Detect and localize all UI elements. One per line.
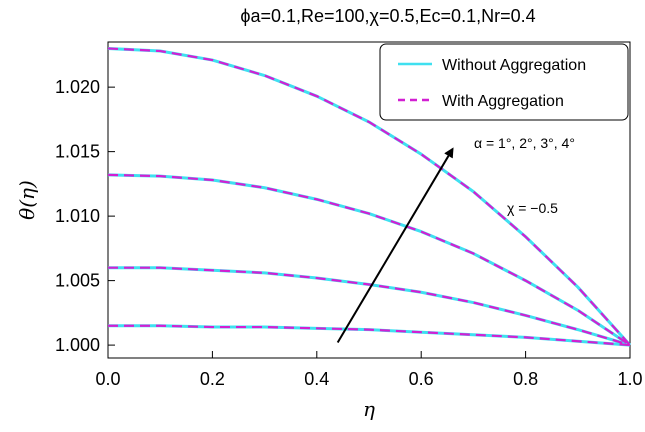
x-tick-label: 0.8 (513, 369, 538, 389)
legend: Without Aggregation With Aggregation (379, 43, 629, 121)
legend-label-without: Without Aggregation (442, 57, 586, 74)
data-curves (107, 46, 632, 347)
y-tick-label: 1.010 (55, 206, 100, 226)
x-tick-label: 0.4 (304, 369, 329, 389)
alpha-increase-arrow (336, 147, 454, 344)
series-line-with-aggregation-4 (107, 47, 631, 346)
y-axis-label: θ(η) (15, 180, 39, 220)
y-tick-label: 1.020 (55, 77, 100, 97)
series-line-without-aggregation-2 (108, 266, 631, 347)
series-line-with-aggregation-3 (107, 173, 631, 347)
series-line-with-aggregation-1 (108, 324, 631, 347)
y-axis-ticks: 1.000 1.005 1.010 1.015 1.020 (55, 77, 115, 355)
x-axis-label: η (363, 397, 375, 421)
y-tick-label: 1.000 (55, 335, 100, 355)
x-axis-ticks: 0.0 0.2 0.4 0.6 0.8 1.0 (95, 351, 643, 389)
x-tick-label: 1.0 (617, 369, 642, 389)
y-tick-label: 1.015 (55, 142, 100, 162)
legend-box (379, 43, 629, 121)
x-tick-label: 0.2 (200, 369, 225, 389)
alpha-annotation: α = 1°, 2°, 3°, 4° (474, 135, 575, 151)
legend-label-with: With Aggregation (442, 93, 564, 110)
x-tick-label: 0.6 (409, 369, 434, 389)
x-tick-label: 0.0 (95, 369, 120, 389)
chart-title: ϕa=0.1,Re=100,χ=0.5,Ec=0.1,Nr=0.4 (240, 6, 535, 26)
y-tick-label: 1.005 (55, 271, 100, 291)
chi-annotation: χ = −0.5 (507, 200, 558, 216)
plot-frame (107, 41, 631, 359)
series-line-with-aggregation-2 (108, 266, 631, 347)
